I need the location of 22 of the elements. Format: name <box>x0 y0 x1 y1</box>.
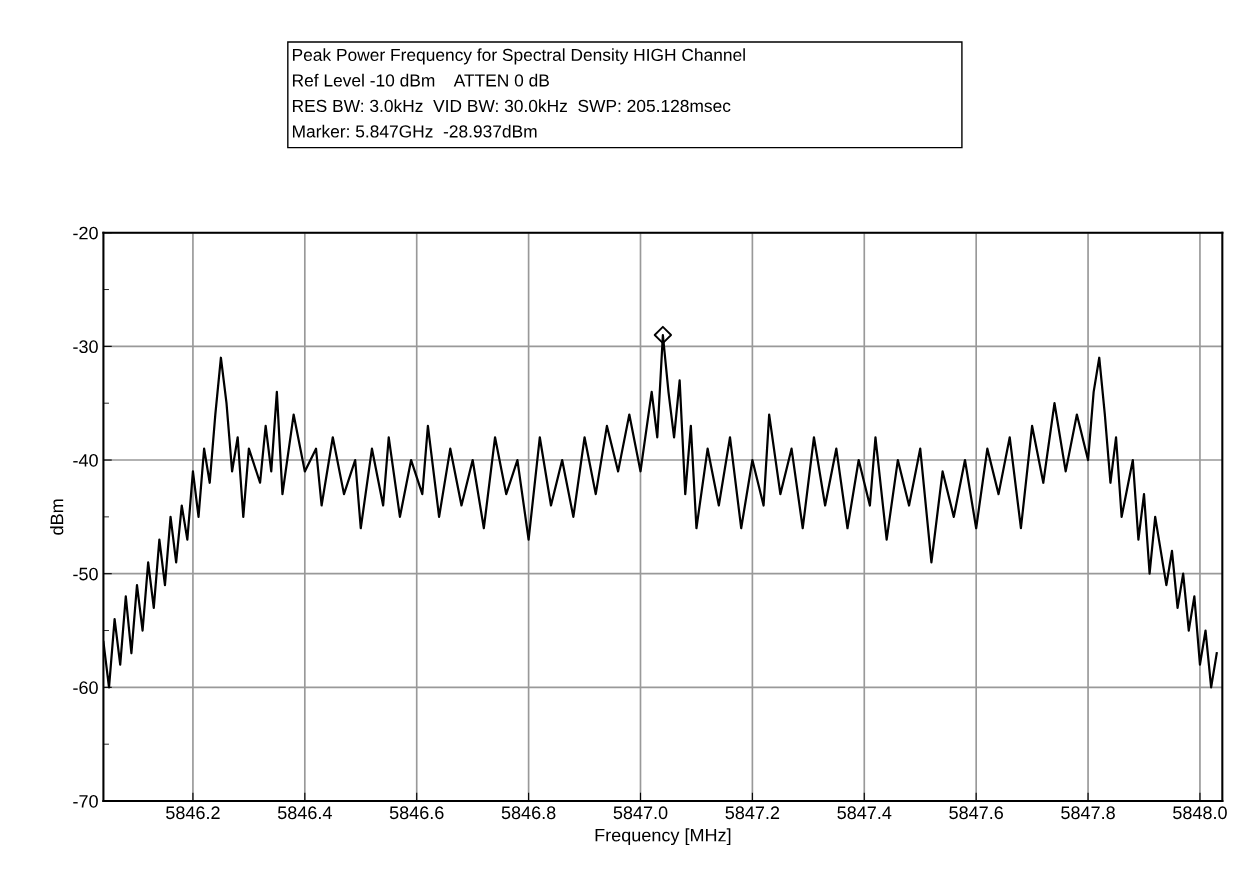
x-tick-label: 5846.2 <box>166 806 220 820</box>
text: Marker: 5.847GHz -28.937dBm <box>292 124 537 138</box>
text: Ref Level -10 dBm ATTEN 0 dB <box>292 73 549 87</box>
x-axis-title: Frequency [MHz] <box>595 828 731 846</box>
y-tick-label: -60 <box>73 681 98 695</box>
y-tick-label: -40 <box>73 453 98 467</box>
text: Peak Power Frequency for Spectral Density HIGH Channel <box>292 48 745 65</box>
x-tick-label: 5846.4 <box>277 806 332 820</box>
y-tick-label: -70 <box>73 794 98 808</box>
x-tick-label: 5847.4 <box>837 806 892 820</box>
y-axis-title: dBm <box>50 499 64 535</box>
x-tick-label: 5846.8 <box>501 806 556 820</box>
x-tick-label: 5847.6 <box>949 806 1003 820</box>
y-tick-label: -20 <box>73 226 98 240</box>
x-tick-label: 5848.0 <box>1173 806 1227 820</box>
x-tick-label: 5847.2 <box>725 806 780 820</box>
y-tick-label: -30 <box>73 340 98 354</box>
x-tick-label: 5847.8 <box>1061 806 1115 820</box>
text: RES BW: 3.0kHz VID BW: 30.0kHz SWP: 205.128msec <box>292 99 731 113</box>
y-tick-label: -50 <box>73 567 98 581</box>
x-tick-label: 5846.6 <box>389 806 444 820</box>
x-tick-label: 5847.0 <box>613 806 668 820</box>
